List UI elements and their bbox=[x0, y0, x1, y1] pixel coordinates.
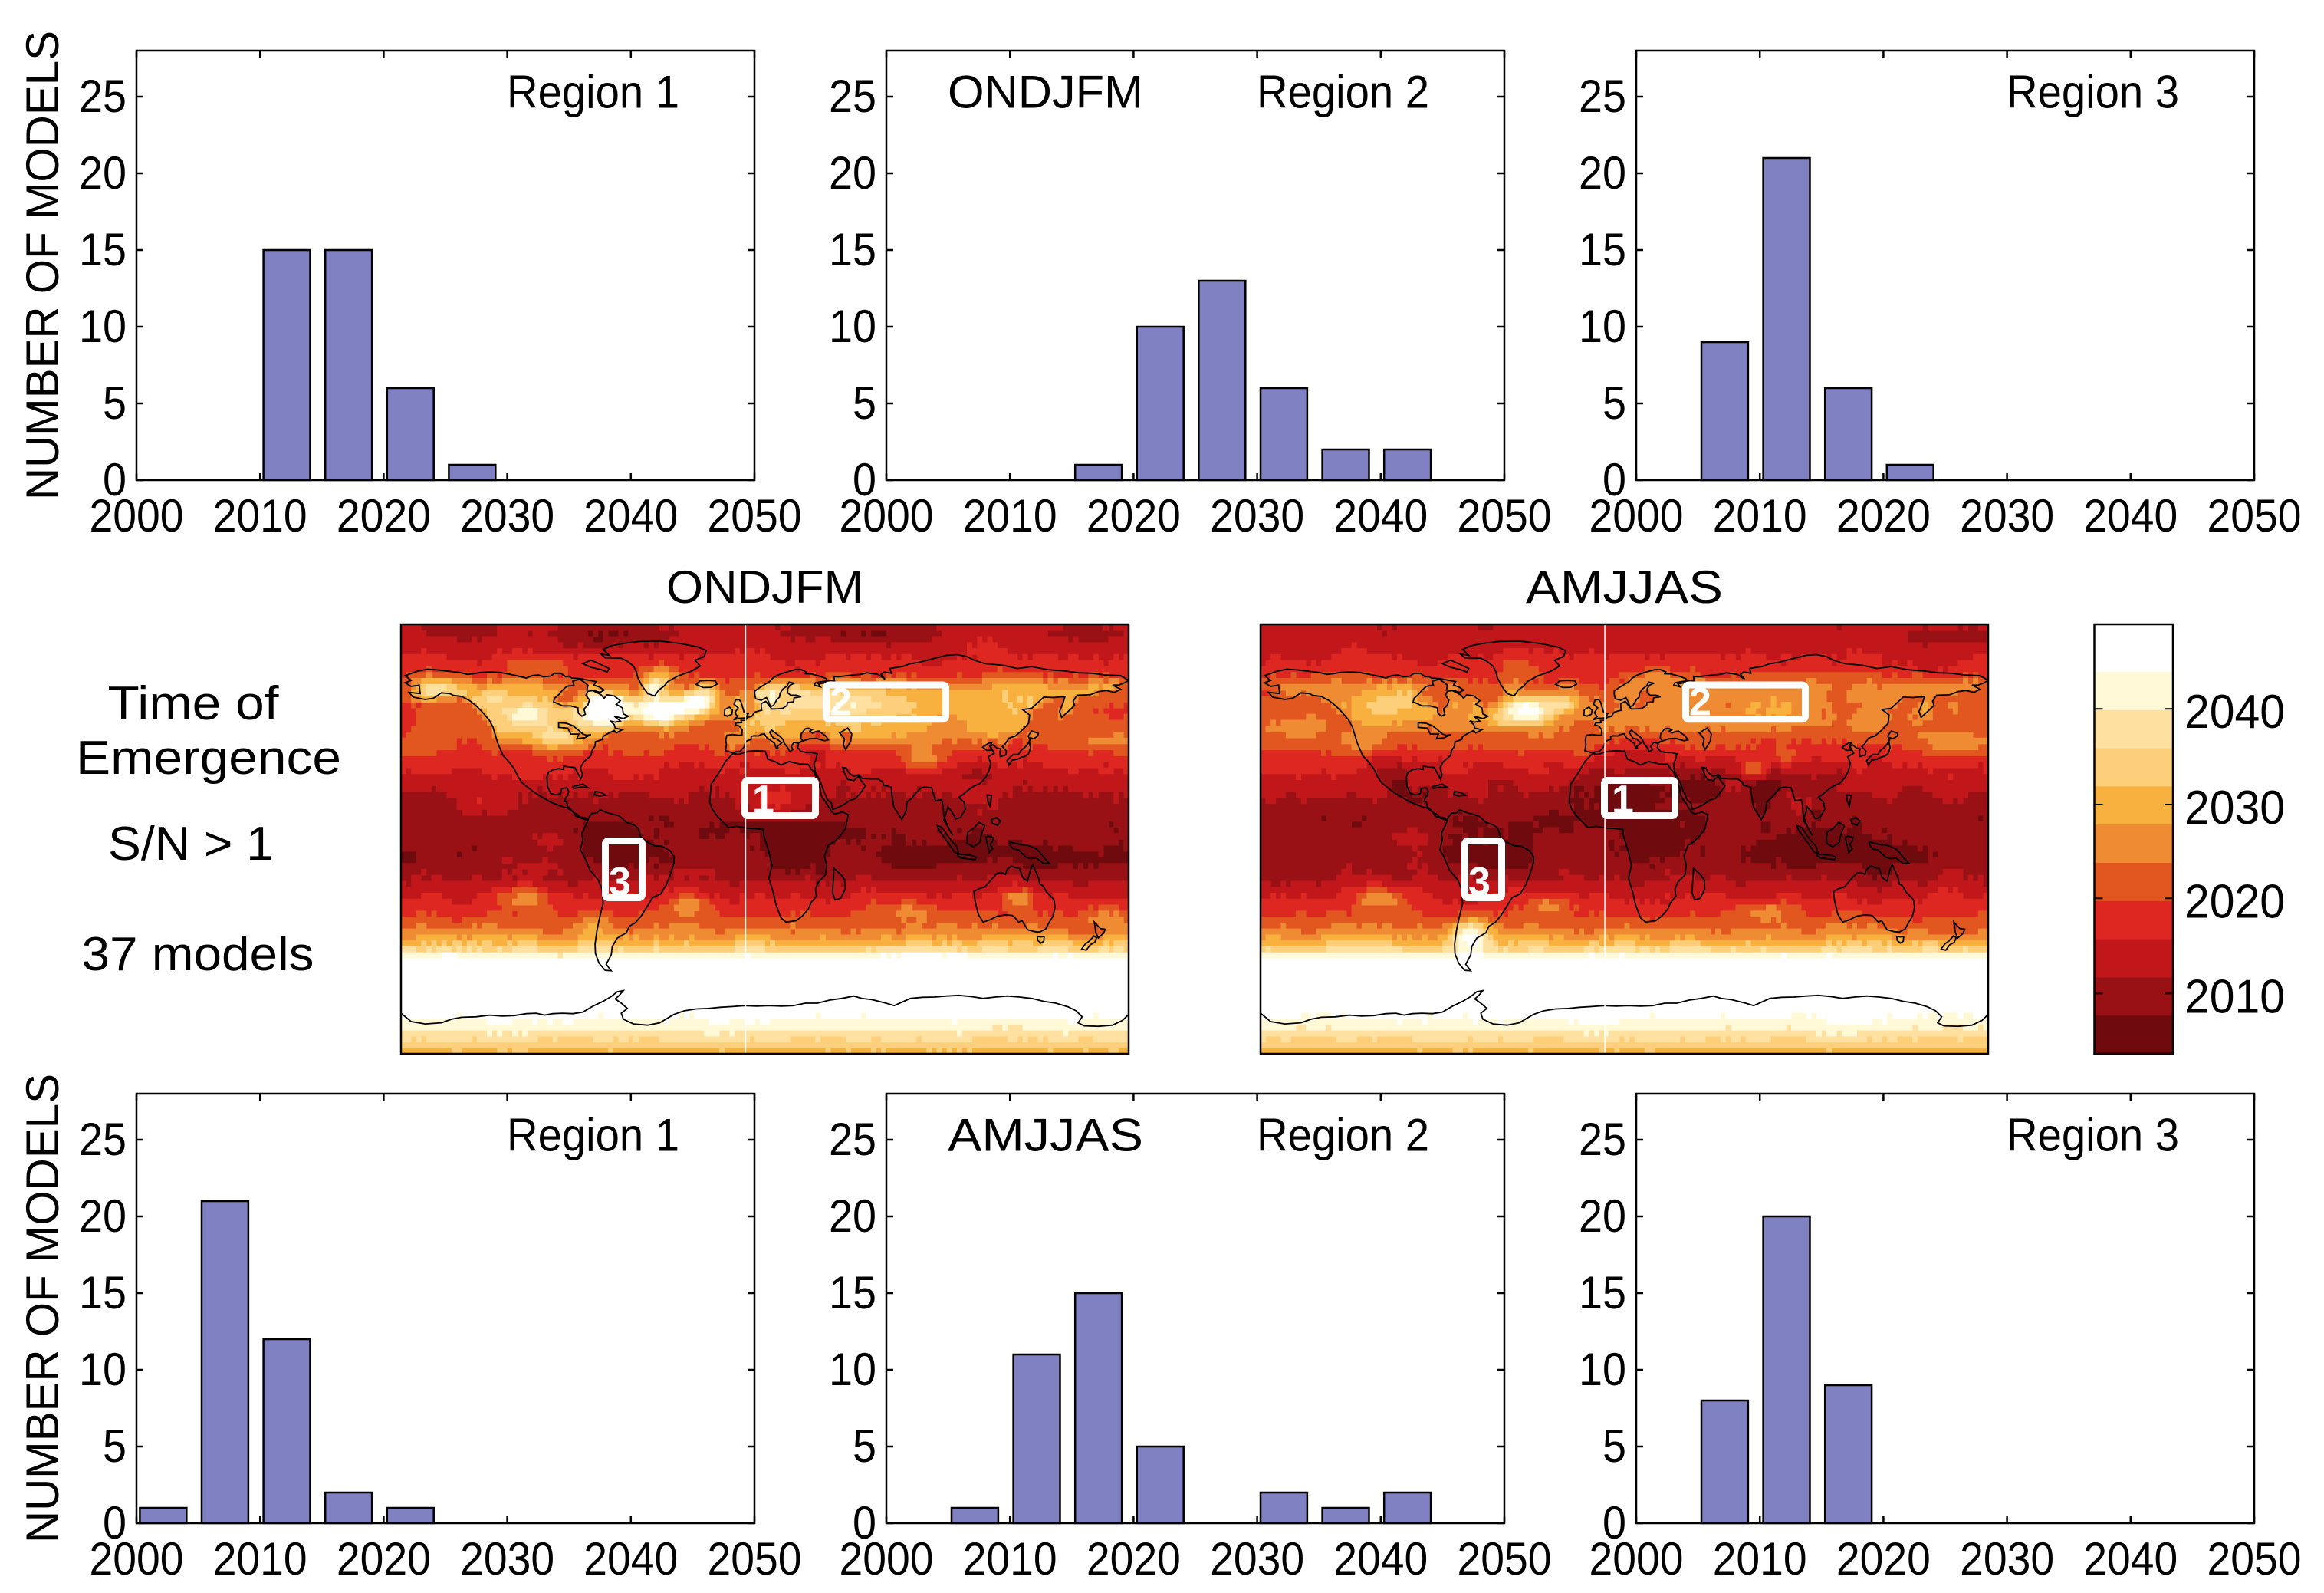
svg-text:5: 5 bbox=[1602, 377, 1626, 429]
svg-text:10: 10 bbox=[1579, 1344, 1626, 1395]
svg-text:2040: 2040 bbox=[2083, 490, 2178, 541]
svg-text:Region 3: Region 3 bbox=[2007, 67, 2179, 118]
svg-text:0: 0 bbox=[1602, 1497, 1626, 1549]
svg-text:15: 15 bbox=[829, 1267, 876, 1318]
svg-text:2030: 2030 bbox=[460, 490, 554, 541]
svg-text:20: 20 bbox=[1579, 1190, 1626, 1242]
svg-text:2020: 2020 bbox=[1086, 490, 1181, 541]
svg-text:20: 20 bbox=[829, 147, 876, 199]
svg-text:37 models: 37 models bbox=[82, 928, 314, 981]
svg-text:NUMBER OF MODELS: NUMBER OF MODELS bbox=[17, 1074, 68, 1543]
svg-text:10: 10 bbox=[1579, 301, 1626, 352]
svg-text:2010: 2010 bbox=[213, 1533, 307, 1585]
svg-text:20: 20 bbox=[1579, 147, 1626, 199]
svg-text:2000: 2000 bbox=[1589, 1533, 1684, 1585]
svg-text:10: 10 bbox=[79, 1344, 127, 1395]
svg-text:NUMBER OF MODELS: NUMBER OF MODELS bbox=[17, 31, 68, 500]
svg-text:25: 25 bbox=[829, 1114, 876, 1165]
svg-text:2030: 2030 bbox=[1960, 490, 2054, 541]
svg-text:5: 5 bbox=[103, 377, 127, 429]
svg-text:2: 2 bbox=[1689, 680, 1711, 725]
svg-text:20: 20 bbox=[79, 147, 127, 199]
svg-text:2020: 2020 bbox=[337, 1533, 431, 1585]
svg-text:2000: 2000 bbox=[840, 490, 934, 541]
svg-text:10: 10 bbox=[829, 301, 876, 352]
svg-text:Region 1: Region 1 bbox=[507, 67, 679, 118]
svg-text:5: 5 bbox=[1602, 1420, 1626, 1472]
svg-text:Region 3: Region 3 bbox=[2007, 1110, 2179, 1161]
svg-text:2020: 2020 bbox=[1836, 490, 1931, 541]
svg-text:25: 25 bbox=[79, 1114, 127, 1165]
svg-text:2030: 2030 bbox=[1210, 490, 1304, 541]
svg-text:2050: 2050 bbox=[1458, 1533, 1552, 1585]
svg-text:20: 20 bbox=[79, 1190, 127, 1242]
svg-text:25: 25 bbox=[1579, 71, 1626, 122]
svg-text:2040: 2040 bbox=[2083, 1533, 2178, 1585]
svg-text:25: 25 bbox=[1579, 1114, 1626, 1165]
svg-text:2050: 2050 bbox=[2207, 490, 2302, 541]
svg-text:Region 2: Region 2 bbox=[1257, 67, 1429, 118]
svg-text:0: 0 bbox=[103, 454, 127, 505]
svg-text:15: 15 bbox=[79, 224, 127, 275]
svg-text:10: 10 bbox=[79, 301, 127, 352]
svg-text:2000: 2000 bbox=[1589, 490, 1684, 541]
svg-text:0: 0 bbox=[1602, 454, 1626, 505]
svg-text:5: 5 bbox=[853, 1420, 876, 1472]
svg-text:ONDJFM: ONDJFM bbox=[948, 67, 1143, 118]
svg-text:2050: 2050 bbox=[1458, 490, 1552, 541]
svg-text:2000: 2000 bbox=[90, 1533, 184, 1585]
svg-text:1: 1 bbox=[1612, 778, 1634, 822]
svg-text:0: 0 bbox=[853, 1497, 876, 1549]
svg-text:2040: 2040 bbox=[1333, 490, 1428, 541]
svg-text:AMJJAS: AMJJAS bbox=[1526, 561, 1723, 613]
svg-text:25: 25 bbox=[79, 71, 127, 122]
svg-text:0: 0 bbox=[853, 454, 876, 505]
svg-text:20: 20 bbox=[829, 1190, 876, 1242]
svg-text:2030: 2030 bbox=[1210, 1533, 1304, 1585]
svg-text:Emergence: Emergence bbox=[76, 732, 341, 785]
svg-text:25: 25 bbox=[829, 71, 876, 122]
svg-text:5: 5 bbox=[103, 1420, 127, 1472]
svg-text:2: 2 bbox=[830, 680, 852, 725]
svg-text:15: 15 bbox=[79, 1267, 127, 1318]
svg-text:ONDJFM: ONDJFM bbox=[666, 561, 863, 613]
svg-text:2040: 2040 bbox=[583, 490, 678, 541]
svg-text:2030: 2030 bbox=[460, 1533, 554, 1585]
svg-text:5: 5 bbox=[853, 377, 876, 429]
svg-text:2020: 2020 bbox=[2184, 875, 2285, 928]
svg-text:3: 3 bbox=[1468, 860, 1491, 904]
svg-text:2040: 2040 bbox=[2184, 686, 2285, 739]
svg-text:Region 2: Region 2 bbox=[1257, 1110, 1429, 1161]
svg-text:2010: 2010 bbox=[1713, 1533, 1807, 1585]
svg-text:15: 15 bbox=[829, 224, 876, 275]
svg-text:2050: 2050 bbox=[2207, 1533, 2302, 1585]
svg-text:1: 1 bbox=[752, 778, 774, 822]
svg-text:S/N > 1: S/N > 1 bbox=[108, 818, 274, 871]
svg-text:15: 15 bbox=[1579, 224, 1626, 275]
svg-text:Region 1: Region 1 bbox=[507, 1110, 679, 1161]
svg-text:2020: 2020 bbox=[1086, 1533, 1181, 1585]
svg-text:2010: 2010 bbox=[963, 1533, 1057, 1585]
svg-text:2010: 2010 bbox=[1713, 490, 1807, 541]
svg-text:2000: 2000 bbox=[840, 1533, 934, 1585]
svg-text:2030: 2030 bbox=[2184, 782, 2285, 834]
svg-text:2050: 2050 bbox=[708, 1533, 802, 1585]
svg-text:2040: 2040 bbox=[1333, 1533, 1428, 1585]
svg-text:2050: 2050 bbox=[708, 490, 802, 541]
svg-text:15: 15 bbox=[1579, 1267, 1626, 1318]
svg-text:2010: 2010 bbox=[2184, 970, 2285, 1023]
svg-text:2000: 2000 bbox=[90, 490, 184, 541]
svg-text:2010: 2010 bbox=[213, 490, 307, 541]
svg-text:AMJJAS: AMJJAS bbox=[948, 1110, 1143, 1161]
svg-text:2030: 2030 bbox=[1960, 1533, 2054, 1585]
svg-text:2020: 2020 bbox=[1836, 1533, 1931, 1585]
svg-text:0: 0 bbox=[103, 1497, 127, 1549]
svg-text:Time of: Time of bbox=[108, 677, 280, 730]
svg-text:10: 10 bbox=[829, 1344, 876, 1395]
svg-text:2040: 2040 bbox=[583, 1533, 678, 1585]
svg-text:3: 3 bbox=[609, 860, 631, 904]
svg-text:2010: 2010 bbox=[963, 490, 1057, 541]
svg-text:2020: 2020 bbox=[337, 490, 431, 541]
